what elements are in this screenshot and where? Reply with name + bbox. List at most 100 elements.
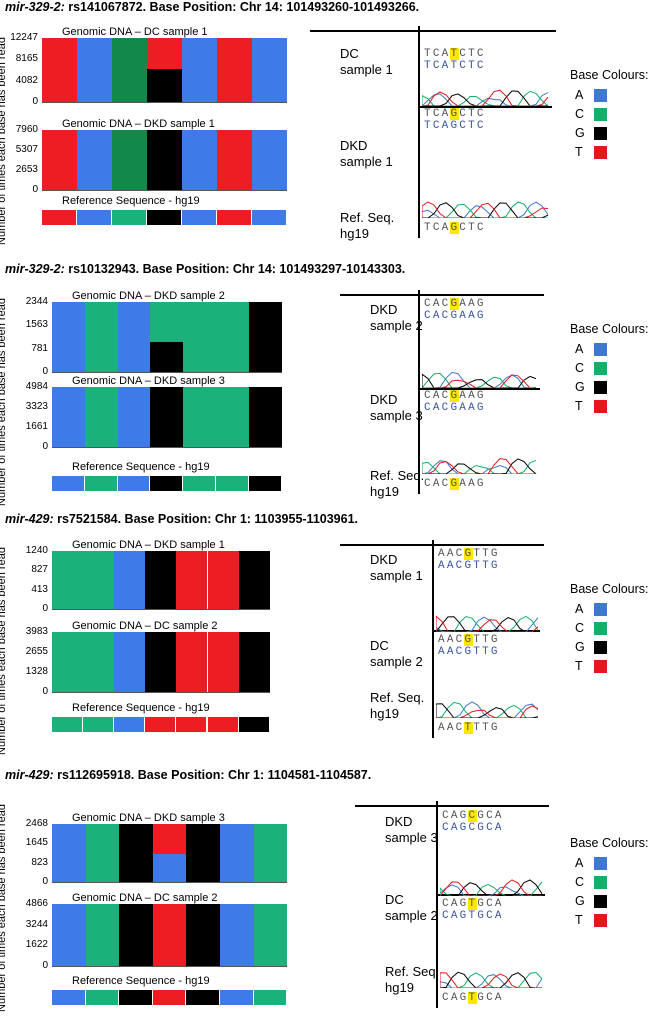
- base-call-row: AACGTTG: [438, 646, 500, 658]
- legend-swatch: [594, 381, 607, 394]
- coverage-bar: [183, 387, 216, 447]
- base-call: A: [468, 478, 477, 490]
- base-call-row: CACGAAG: [424, 298, 486, 310]
- base-call: G: [450, 222, 460, 234]
- panel-title: mir-329-2: rs10132943. Base Position: Ch…: [5, 262, 405, 276]
- coverage-bar: [152, 824, 187, 882]
- base-call: A: [441, 222, 451, 234]
- reference-sequence-strip: [52, 717, 270, 732]
- coverage-bar: [207, 551, 239, 609]
- base-call: A: [468, 310, 477, 322]
- base-call-row: CACGAAG: [424, 402, 486, 414]
- legend-swatch: [594, 108, 607, 121]
- base-call: T: [473, 634, 483, 646]
- coverage-bar: [220, 824, 254, 882]
- legend-swatch: [594, 146, 607, 159]
- coverage-bar: [248, 387, 282, 447]
- reference-base-cell: [42, 210, 76, 225]
- base-call: A: [459, 298, 469, 310]
- reference-sequence-strip: [52, 476, 282, 491]
- coverage-bar: [84, 302, 118, 372]
- base-call: A: [438, 646, 447, 658]
- trace-divider-vertical: [432, 540, 434, 738]
- base-call: C: [459, 108, 469, 120]
- base-call: T: [473, 646, 483, 658]
- base-call: G: [477, 992, 487, 1004]
- trace-divider-horizontal: [418, 106, 552, 108]
- coverage-bar-chart: [52, 632, 270, 693]
- base-call: T: [482, 548, 491, 560]
- coverage-bar: [220, 904, 254, 966]
- ref-seq-label: Reference Sequence - hg19: [72, 461, 210, 473]
- coverage-bar: [119, 824, 153, 882]
- chart-label: Genomic DNA – DC sample 1: [62, 26, 208, 38]
- base-call: C: [476, 60, 486, 72]
- base-call-row: CAGTGCA: [442, 898, 504, 910]
- coverage-bar: [238, 632, 270, 692]
- legend-item: A: [575, 856, 584, 870]
- base-call: G: [450, 402, 460, 414]
- base-call: T: [473, 560, 483, 572]
- coverage-bar: [182, 38, 217, 102]
- base-call: G: [459, 822, 469, 834]
- coverage-bar-minor-allele: [152, 854, 187, 882]
- base-call: C: [441, 298, 451, 310]
- chromatogram-trace: [440, 879, 543, 896]
- figure-panel: mir-429: rs112695918. Base Position: Chr…: [0, 768, 660, 1018]
- base-call: A: [438, 560, 447, 572]
- base-call: A: [438, 634, 447, 646]
- base-call: C: [424, 478, 433, 490]
- y-tick-label: 3323: [25, 401, 48, 412]
- base-call: A: [432, 298, 442, 310]
- base-call: C: [459, 60, 469, 72]
- coverage-bar: [85, 824, 120, 882]
- chromatogram-trace: [422, 371, 537, 388]
- base-call: A: [450, 822, 460, 834]
- coverage-bar-chart: [52, 551, 270, 610]
- y-tick-label: 5307: [15, 144, 38, 155]
- coverage-bar: [207, 632, 239, 692]
- base-call: C: [442, 898, 451, 910]
- base-call: G: [459, 898, 469, 910]
- base-call: C: [468, 822, 478, 834]
- panel-title: mir-429: rs7521584. Base Position: Chr 1…: [5, 512, 358, 526]
- y-axis-label: Number of times each base has been read: [0, 804, 8, 1012]
- ref-base-call-row: AACTTTG: [438, 722, 500, 734]
- y-tick-label: 1645: [25, 837, 48, 849]
- base-call: C: [432, 120, 442, 132]
- base-call: A: [446, 722, 456, 734]
- legend-item: G: [575, 640, 585, 654]
- base-call-row: CACGAAG: [424, 310, 486, 322]
- base-call: T: [482, 722, 491, 734]
- base-call: T: [424, 120, 433, 132]
- y-tick-label: 4082: [15, 74, 38, 86]
- coverage-bar: [42, 130, 77, 190]
- base-call: T: [468, 48, 477, 60]
- trace-divider-horizontal: [310, 30, 556, 32]
- chromatogram-trace: [440, 971, 543, 988]
- base-call: A: [450, 898, 460, 910]
- base-call-row: TCAGCTC: [424, 120, 486, 132]
- base-call: G: [450, 298, 460, 310]
- base-call: A: [459, 402, 469, 414]
- base-call: C: [459, 222, 469, 234]
- base-call: C: [441, 390, 451, 402]
- coverage-bar: [182, 130, 217, 190]
- reference-base-cell: [238, 717, 269, 732]
- base-call: A: [494, 898, 504, 910]
- chromatogram-trace: [436, 701, 538, 718]
- y-tick-label: 0: [42, 441, 48, 452]
- coverage-bar: [77, 130, 112, 190]
- snp-position: rs10132943. Base Position: Chr 14: 10149…: [64, 262, 406, 276]
- mirna-name: mir-429:: [5, 512, 54, 526]
- base-call: T: [482, 634, 491, 646]
- base-call: G: [450, 310, 460, 322]
- base-call: G: [450, 478, 460, 490]
- coverage-bar: [84, 387, 118, 447]
- trace-divider-horizontal: [340, 294, 544, 296]
- chart-label: Genomic DNA – DKD sample 3: [72, 812, 225, 824]
- y-axis-label: Number of times each base has been read: [0, 547, 8, 755]
- reference-base-cell: [252, 210, 286, 225]
- coverage-bar-chart: [52, 904, 288, 967]
- base-call: A: [432, 402, 442, 414]
